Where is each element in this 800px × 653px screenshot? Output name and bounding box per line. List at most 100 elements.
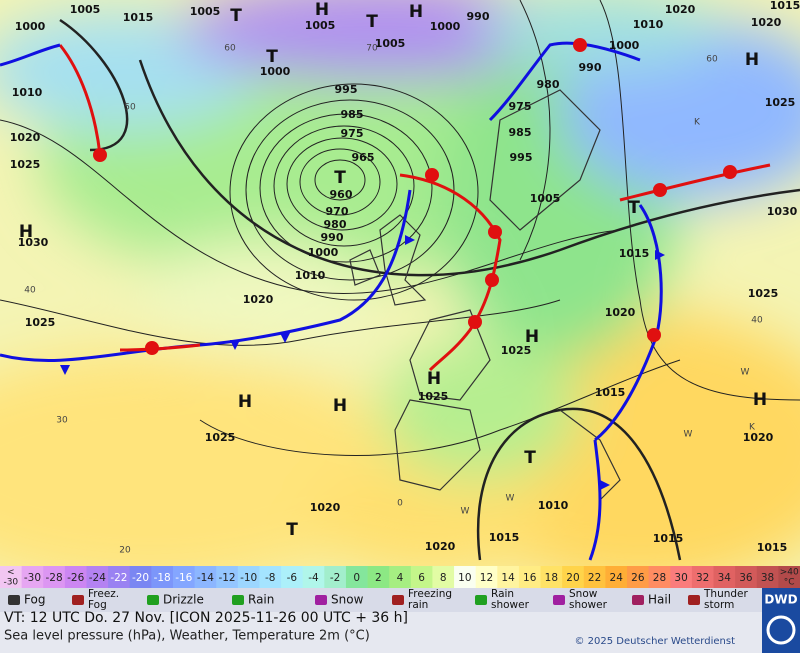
scale-label: 22 <box>588 572 601 584</box>
pressure-label: 1025 <box>25 316 56 329</box>
scale-cell <box>194 566 217 588</box>
scale-cell <box>0 566 23 588</box>
pressure-label: 995 <box>510 151 533 164</box>
weather-symbol <box>392 595 404 605</box>
pressure-center: T <box>628 198 640 218</box>
pressure-label: 1010 <box>633 18 664 31</box>
pressure-label: 1025 <box>205 431 236 444</box>
pressure-label: 1005 <box>530 192 561 205</box>
scale-label: 10 <box>458 572 471 584</box>
scale-cell <box>367 566 390 588</box>
pressure-label: 1010 <box>538 499 569 512</box>
scale-label: -14 <box>197 572 214 584</box>
scale-label: 20 <box>566 572 579 584</box>
pressure-label: 980 <box>324 218 347 231</box>
pressure-label: 1010 <box>12 86 43 99</box>
pressure-label: 990 <box>321 231 344 244</box>
scale-label: 0 <box>353 572 360 584</box>
pressure-label: 1000 <box>260 65 291 78</box>
scale-label: 12 <box>480 572 493 584</box>
pressure-label: 1030 <box>767 205 798 218</box>
pressure-label: 1020 <box>665 3 696 16</box>
pressure-center: T <box>366 12 378 32</box>
pressure-label: 975 <box>509 100 532 113</box>
weather-label: Freezing <box>408 588 452 600</box>
scale-cell <box>43 566 66 588</box>
scale-label: 2 <box>375 572 382 584</box>
scale-label: < <box>7 568 15 578</box>
weather-label: Freez. <box>88 588 119 600</box>
pressure-label: 1025 <box>418 390 449 403</box>
pressure-center: H <box>315 0 329 20</box>
weather-symbol <box>688 595 700 605</box>
weather-label: Fog <box>24 593 45 607</box>
scale-label: -24 <box>89 572 106 584</box>
isotherm-label: 50 <box>124 103 136 113</box>
pressure-label: 995 <box>335 83 358 96</box>
scale-cell <box>345 566 369 588</box>
weather-label: Thunder <box>703 588 749 600</box>
weather-label: rain <box>408 599 428 611</box>
scale-cell <box>497 566 520 588</box>
pressure-label: 1020 <box>10 131 41 144</box>
fronts <box>0 41 771 561</box>
pressure-label: 1000 <box>15 20 46 33</box>
scale-cell <box>756 566 779 588</box>
scale-cell <box>475 566 498 588</box>
scale-cell <box>562 566 585 588</box>
weather-label: Drizzle <box>163 593 204 607</box>
scale-cell <box>108 566 131 588</box>
weather-label: Rain <box>491 588 514 600</box>
pressure-label: 1010 <box>295 269 326 282</box>
pressure-label: 1000 <box>430 20 461 33</box>
front-symbols <box>60 38 737 490</box>
weather-symbol <box>232 595 244 605</box>
scale-label: 30 <box>674 572 687 584</box>
weather-label: Snow <box>331 593 364 607</box>
scale-label: -4 <box>308 572 319 584</box>
scale-cell <box>518 566 542 588</box>
scale-label: -16 <box>175 572 192 584</box>
pressure-center: H <box>409 2 423 22</box>
scale-cell <box>627 566 650 588</box>
pressure-label: 1015 <box>757 541 788 554</box>
pressure-label: 1020 <box>751 16 782 29</box>
scale-label: 28 <box>653 572 666 584</box>
isotherm-label: 70 <box>366 44 378 54</box>
weather-symbol <box>8 595 20 605</box>
pressure-center: H <box>753 390 767 410</box>
coastlines <box>349 89 621 501</box>
pressure-label: 990 <box>579 61 602 74</box>
isotherm-label: 0 <box>397 499 403 509</box>
weather-label: Rain <box>248 593 274 607</box>
isotherm-label: 60 <box>224 44 236 54</box>
pressure-center: T <box>524 448 536 468</box>
scale-cell <box>129 566 152 588</box>
scale-cell <box>454 566 477 588</box>
scale-cell <box>691 566 715 588</box>
scale-label: -2 <box>330 572 340 584</box>
isotherm-label: W <box>741 368 750 378</box>
pressure-label: 1000 <box>308 246 339 259</box>
pressure-label: 1015 <box>595 386 626 399</box>
scale-label: 4 <box>397 572 404 584</box>
pressure-label: 1020 <box>243 293 274 306</box>
scale-label: 16 <box>523 572 537 584</box>
pressure-label: 1005 <box>375 37 406 50</box>
weather-symbol <box>553 595 565 605</box>
pressure-label: 975 <box>341 127 364 140</box>
scale-label: 24 <box>610 572 624 584</box>
pressure-label: 1015 <box>123 11 154 24</box>
pressure-label: 965 <box>352 151 375 164</box>
scale-label: -26 <box>67 572 84 584</box>
scale-cell <box>389 566 412 588</box>
pressure-center: H <box>333 396 347 416</box>
scale-label: 18 <box>545 572 558 584</box>
pressure-label: 1020 <box>310 501 341 514</box>
pressure-label: 1005 <box>190 5 221 18</box>
pressure-label: 980 <box>537 78 560 91</box>
weather-symbol <box>315 595 327 605</box>
pressure-label: 1000 <box>609 39 640 52</box>
